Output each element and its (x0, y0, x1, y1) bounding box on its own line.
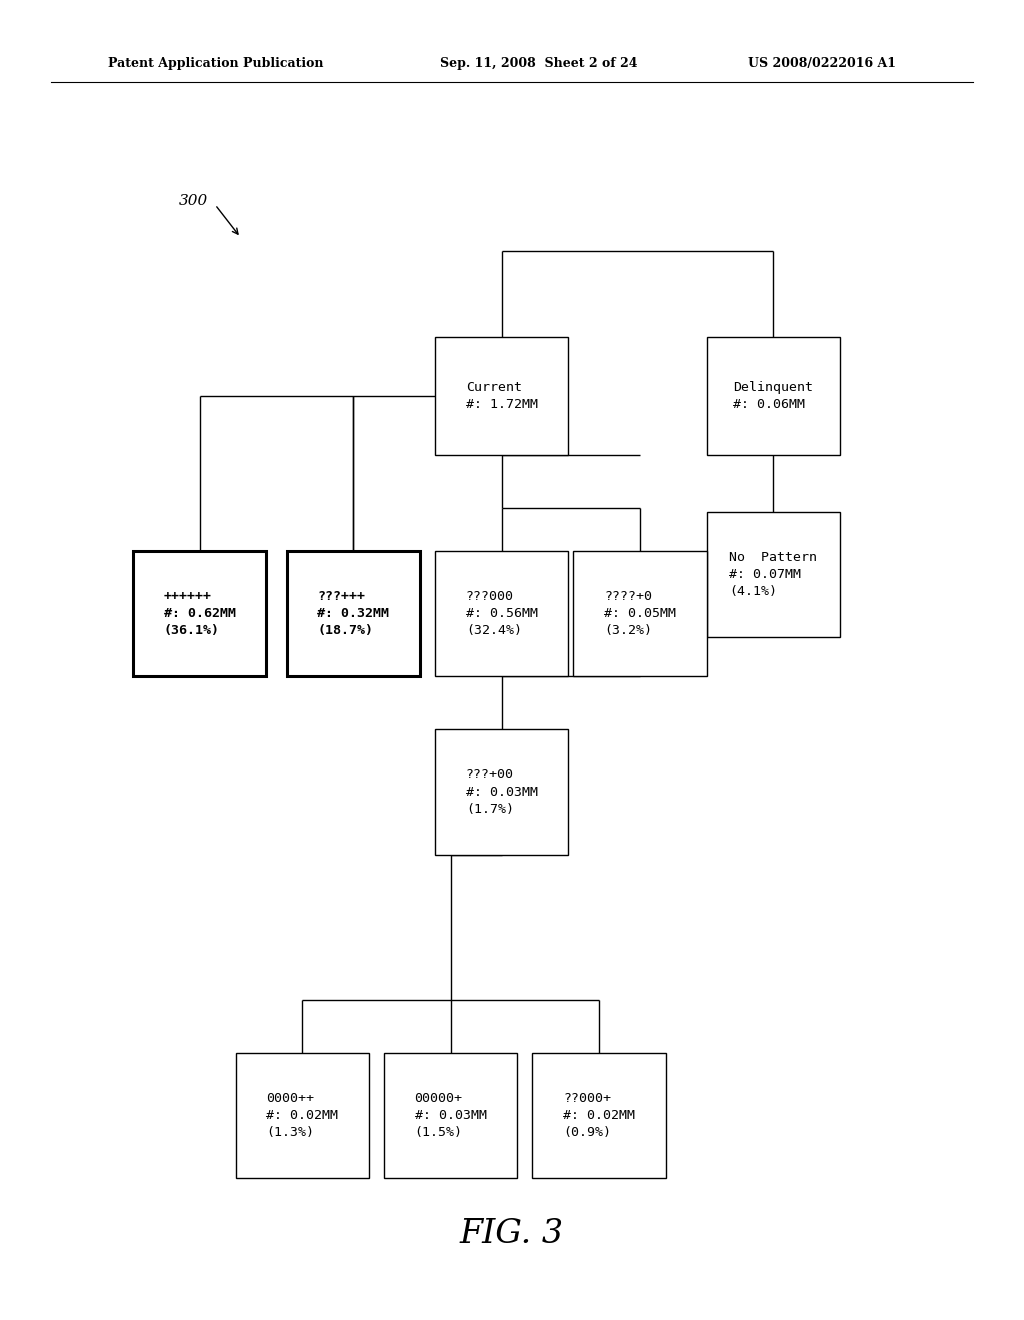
Text: ????+0
#: 0.05MM
(3.2%): ????+0 #: 0.05MM (3.2%) (604, 590, 676, 638)
Text: US 2008/0222016 A1: US 2008/0222016 A1 (748, 57, 896, 70)
Bar (573, 552, 707, 676)
Bar (435, 729, 568, 855)
Bar (384, 1053, 517, 1177)
Text: Patent Application Publication: Patent Application Publication (108, 57, 323, 70)
Text: 300: 300 (179, 194, 209, 207)
Bar (236, 1053, 369, 1177)
Text: ++++++
#: 0.62MM
(36.1%): ++++++ #: 0.62MM (36.1%) (164, 590, 236, 638)
Text: 00000+
#: 0.03MM
(1.5%): 00000+ #: 0.03MM (1.5%) (415, 1092, 486, 1139)
Text: 0000++
#: 0.02MM
(1.3%): 0000++ #: 0.02MM (1.3%) (266, 1092, 338, 1139)
Bar (435, 552, 568, 676)
Bar (133, 552, 266, 676)
Bar (532, 1053, 666, 1177)
Bar (435, 337, 568, 455)
Text: Sep. 11, 2008  Sheet 2 of 24: Sep. 11, 2008 Sheet 2 of 24 (440, 57, 638, 70)
Text: ???+++
#: 0.32MM
(18.7%): ???+++ #: 0.32MM (18.7%) (317, 590, 389, 638)
Text: ???000
#: 0.56MM
(32.4%): ???000 #: 0.56MM (32.4%) (466, 590, 538, 638)
Bar (707, 512, 840, 638)
Text: ??000+
#: 0.02MM
(0.9%): ??000+ #: 0.02MM (0.9%) (563, 1092, 635, 1139)
Bar (707, 337, 840, 455)
Text: Current
#: 1.72MM: Current #: 1.72MM (466, 381, 538, 411)
Text: No  Pattern
#: 0.07MM
(4.1%): No Pattern #: 0.07MM (4.1%) (729, 550, 817, 598)
Bar (287, 552, 420, 676)
Text: FIG. 3: FIG. 3 (460, 1218, 564, 1250)
Text: ???+00
#: 0.03MM
(1.7%): ???+00 #: 0.03MM (1.7%) (466, 768, 538, 816)
Text: Delinquent
#: 0.06MM: Delinquent #: 0.06MM (733, 381, 813, 411)
